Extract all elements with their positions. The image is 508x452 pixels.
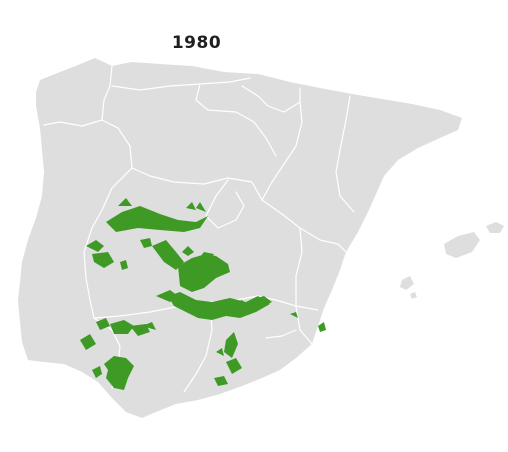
mainland [18,58,462,418]
mallorca [444,232,480,258]
formentera [410,292,417,299]
ibiza [400,276,414,290]
menorca [486,222,504,233]
map-title: 1980 [171,33,222,53]
highlighted-areas [80,198,326,390]
